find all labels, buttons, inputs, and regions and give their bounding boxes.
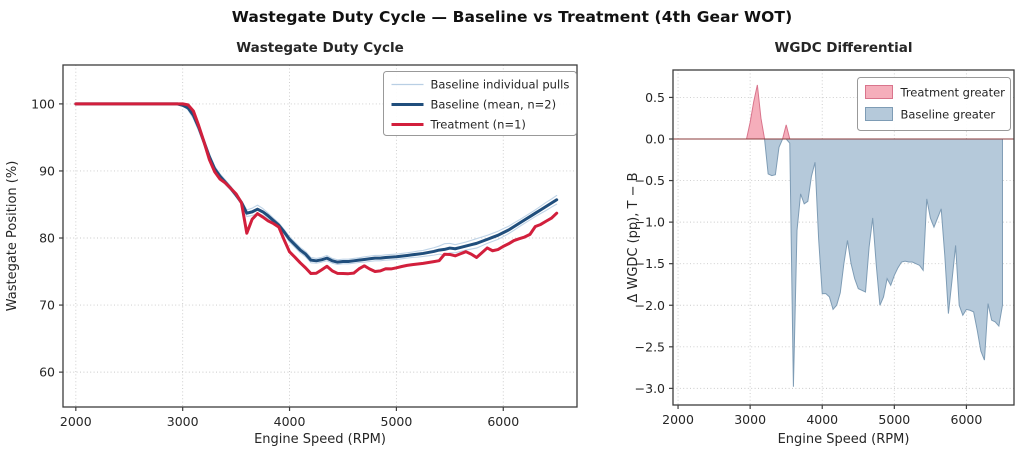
left-legend-label: Treatment (n=1)	[430, 118, 526, 132]
legend-swatch	[865, 85, 893, 99]
left-legend-box	[383, 71, 577, 136]
right-legend-label: Baseline greater	[901, 108, 996, 122]
y-tick-label: 80	[39, 231, 55, 246]
y-tick-label: 100	[31, 96, 55, 111]
x-tick-label: 3000	[734, 412, 766, 427]
x-tick-label: 2000	[662, 412, 694, 427]
y-tick-label: 0.0	[645, 132, 665, 147]
y-tick-label: −0.5	[635, 173, 665, 188]
left-yaxis-label: Wastegate Position (%)	[5, 161, 20, 312]
y-tick-label: −1.5	[635, 256, 665, 271]
right-legend: Treatment greater Baseline greater	[857, 77, 1011, 131]
left-legend: Baseline individual pulls Baseline (mean,…	[383, 71, 577, 136]
y-tick-label: 90	[39, 163, 55, 178]
right-legend-label: Treatment greater	[900, 86, 1006, 100]
right-plot-title: WGDC Differential	[775, 40, 913, 56]
y-tick-label: 70	[39, 298, 55, 313]
legend-swatch	[865, 107, 893, 121]
right-plot: 2000 3000 4000 5000 6000 0.5 0.0 −0.5 −1.0 −1.5 −2…	[626, 40, 1015, 447]
x-tick-label: 3000	[167, 414, 199, 429]
left-legend-label: Baseline individual pulls	[431, 78, 570, 92]
x-tick-label: 6000	[951, 412, 983, 427]
y-tick-label: 0.5	[645, 90, 665, 105]
left-plot-title: Wastegate Duty Cycle	[236, 40, 404, 56]
y-tick-label: −2.5	[635, 339, 665, 354]
right-legend-box	[857, 77, 1011, 131]
x-tick-label: 4000	[274, 414, 306, 429]
right-spines	[672, 69, 1015, 406]
left-spines	[62, 64, 578, 408]
x-tick-label: 2000	[60, 414, 92, 429]
left-plot: 2000 3000 4000 5000 6000 60 70 80 90 100 Wastegate…	[5, 40, 578, 447]
y-tick-label: −1.0	[635, 215, 665, 230]
treatment-line	[74, 102, 559, 276]
left-xaxis-label: Engine Speed (RPM)	[254, 432, 386, 447]
right-yaxis-label: Δ WGDC (pp), T − B	[626, 172, 641, 302]
left-legend-label: Baseline (mean, n=2)	[431, 98, 557, 112]
x-tick-label: 6000	[487, 414, 519, 429]
y-tick-label: −2.0	[635, 298, 665, 313]
x-tick-label: 5000	[381, 414, 413, 429]
x-tick-label: 4000	[806, 412, 838, 427]
right-xaxis-label: Engine Speed (RPM)	[778, 432, 910, 447]
y-tick-label: −3.0	[635, 381, 665, 396]
figure-suptitle: Wastegate Duty Cycle — Baseline vs Treat…	[231, 8, 793, 26]
y-tick-label: 60	[39, 365, 55, 380]
x-tick-label: 5000	[878, 412, 910, 427]
